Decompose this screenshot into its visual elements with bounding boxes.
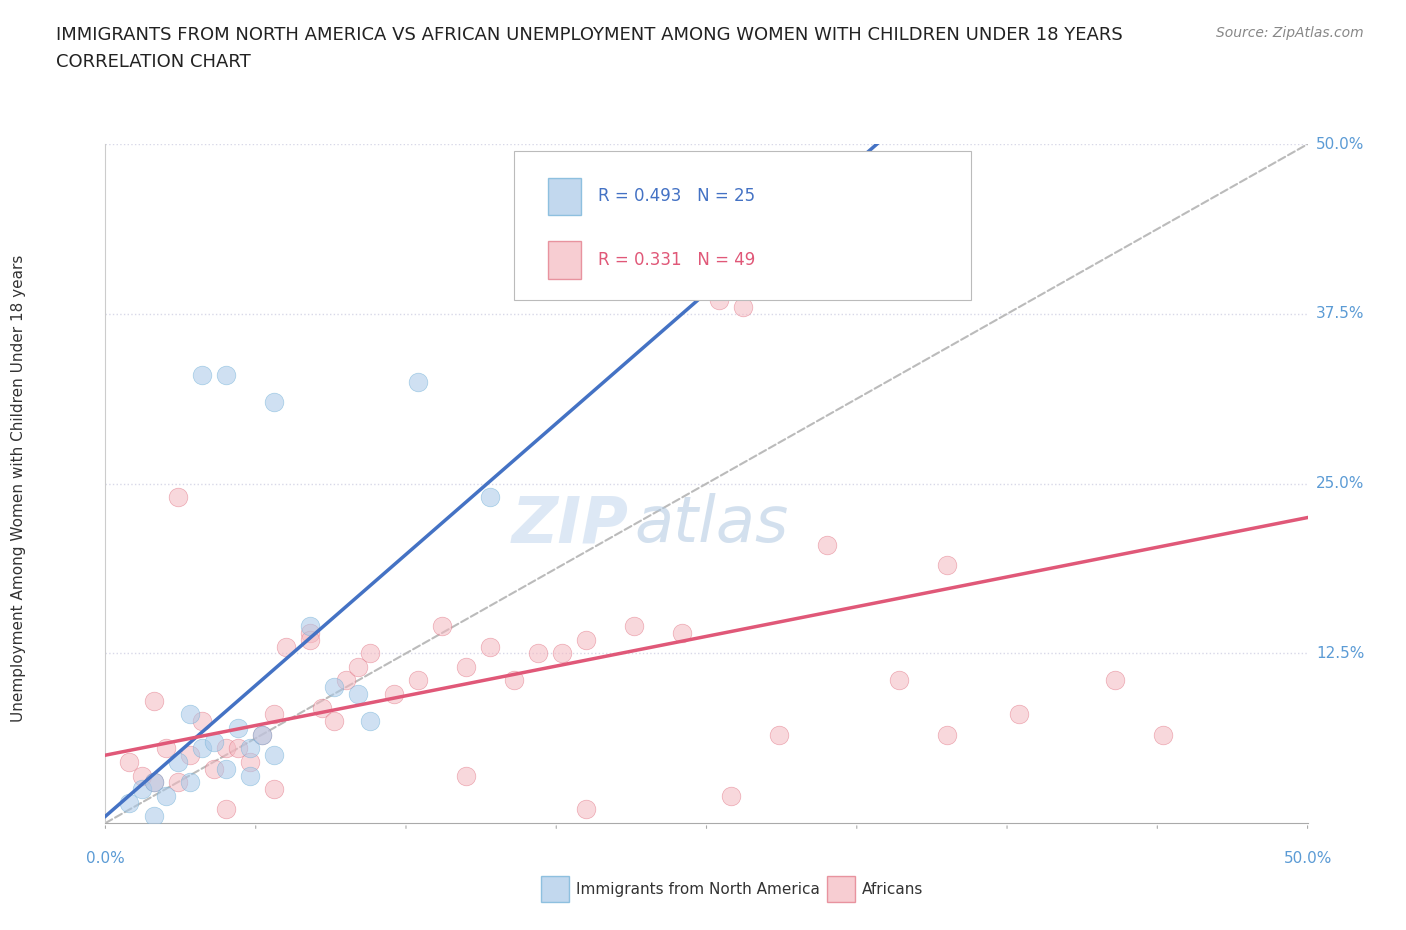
Point <box>214 367 236 382</box>
Point <box>335 673 357 688</box>
Point <box>250 727 273 742</box>
Point <box>166 490 188 505</box>
Point <box>226 741 249 756</box>
Point <box>479 639 502 654</box>
Point <box>322 714 344 729</box>
Point <box>707 293 730 308</box>
Point <box>575 632 598 647</box>
Text: R = 0.493   N = 25: R = 0.493 N = 25 <box>599 188 755 206</box>
Point <box>671 626 693 641</box>
Point <box>239 754 262 769</box>
Text: Africans: Africans <box>862 882 924 897</box>
Text: atlas: atlas <box>634 493 789 555</box>
Point <box>179 707 201 722</box>
Point <box>263 707 285 722</box>
Point <box>202 734 225 749</box>
Point <box>155 789 177 804</box>
Text: 37.5%: 37.5% <box>1316 306 1364 322</box>
Point <box>118 795 141 810</box>
Text: 12.5%: 12.5% <box>1316 645 1364 661</box>
Point <box>263 748 285 763</box>
Point <box>359 714 381 729</box>
Text: CORRELATION CHART: CORRELATION CHART <box>56 53 252 71</box>
Point <box>322 680 344 695</box>
Point <box>179 748 201 763</box>
Point <box>1104 673 1126 688</box>
Point <box>190 741 212 756</box>
Point <box>503 673 526 688</box>
Point <box>359 646 381 661</box>
Point <box>406 375 429 390</box>
Point <box>214 762 236 777</box>
Point <box>311 700 333 715</box>
Point <box>131 768 153 783</box>
Point <box>454 768 477 783</box>
Point <box>720 789 742 804</box>
Point <box>298 618 321 633</box>
FancyBboxPatch shape <box>548 179 582 216</box>
Point <box>347 659 370 674</box>
Text: ZIP: ZIP <box>512 493 628 555</box>
Text: IMMIGRANTS FROM NORTH AMERICA VS AFRICAN UNEMPLOYMENT AMONG WOMEN WITH CHILDREN : IMMIGRANTS FROM NORTH AMERICA VS AFRICAN… <box>56 26 1123 44</box>
Point <box>263 781 285 796</box>
Point <box>142 694 165 709</box>
Point <box>298 632 321 647</box>
Point <box>815 538 838 552</box>
Point <box>166 775 188 790</box>
Point <box>239 741 262 756</box>
Text: 0.0%: 0.0% <box>86 851 125 866</box>
Text: 50.0%: 50.0% <box>1284 851 1331 866</box>
Point <box>226 721 249 736</box>
Point <box>179 775 201 790</box>
Text: Immigrants from North America: Immigrants from North America <box>576 882 820 897</box>
Point <box>406 673 429 688</box>
Point <box>190 367 212 382</box>
Point <box>142 775 165 790</box>
Point <box>623 618 645 633</box>
Point <box>551 646 574 661</box>
Point <box>382 686 405 701</box>
Point <box>731 299 754 314</box>
Point <box>887 673 910 688</box>
Point <box>936 558 959 573</box>
Point <box>347 686 370 701</box>
Point <box>142 809 165 824</box>
Point <box>214 741 236 756</box>
Point <box>166 754 188 769</box>
FancyBboxPatch shape <box>548 241 582 279</box>
Point <box>1152 727 1174 742</box>
Text: R = 0.331   N = 49: R = 0.331 N = 49 <box>599 250 755 269</box>
Point <box>239 768 262 783</box>
Point <box>263 394 285 409</box>
Point <box>298 626 321 641</box>
Point <box>142 775 165 790</box>
Point <box>118 754 141 769</box>
Point <box>454 659 477 674</box>
Point <box>1008 707 1031 722</box>
Point <box>768 727 790 742</box>
Text: 25.0%: 25.0% <box>1316 476 1364 491</box>
Point <box>190 714 212 729</box>
Point <box>274 639 297 654</box>
Point <box>250 727 273 742</box>
Point <box>202 762 225 777</box>
Point <box>479 490 502 505</box>
Text: Source: ZipAtlas.com: Source: ZipAtlas.com <box>1216 26 1364 40</box>
Point <box>430 618 453 633</box>
Point <box>214 802 236 817</box>
Point <box>527 646 550 661</box>
Text: Unemployment Among Women with Children Under 18 years: Unemployment Among Women with Children U… <box>11 255 25 722</box>
Text: 50.0%: 50.0% <box>1316 137 1364 152</box>
Point <box>131 781 153 796</box>
Point <box>155 741 177 756</box>
Point <box>936 727 959 742</box>
FancyBboxPatch shape <box>515 151 972 300</box>
Point <box>575 802 598 817</box>
